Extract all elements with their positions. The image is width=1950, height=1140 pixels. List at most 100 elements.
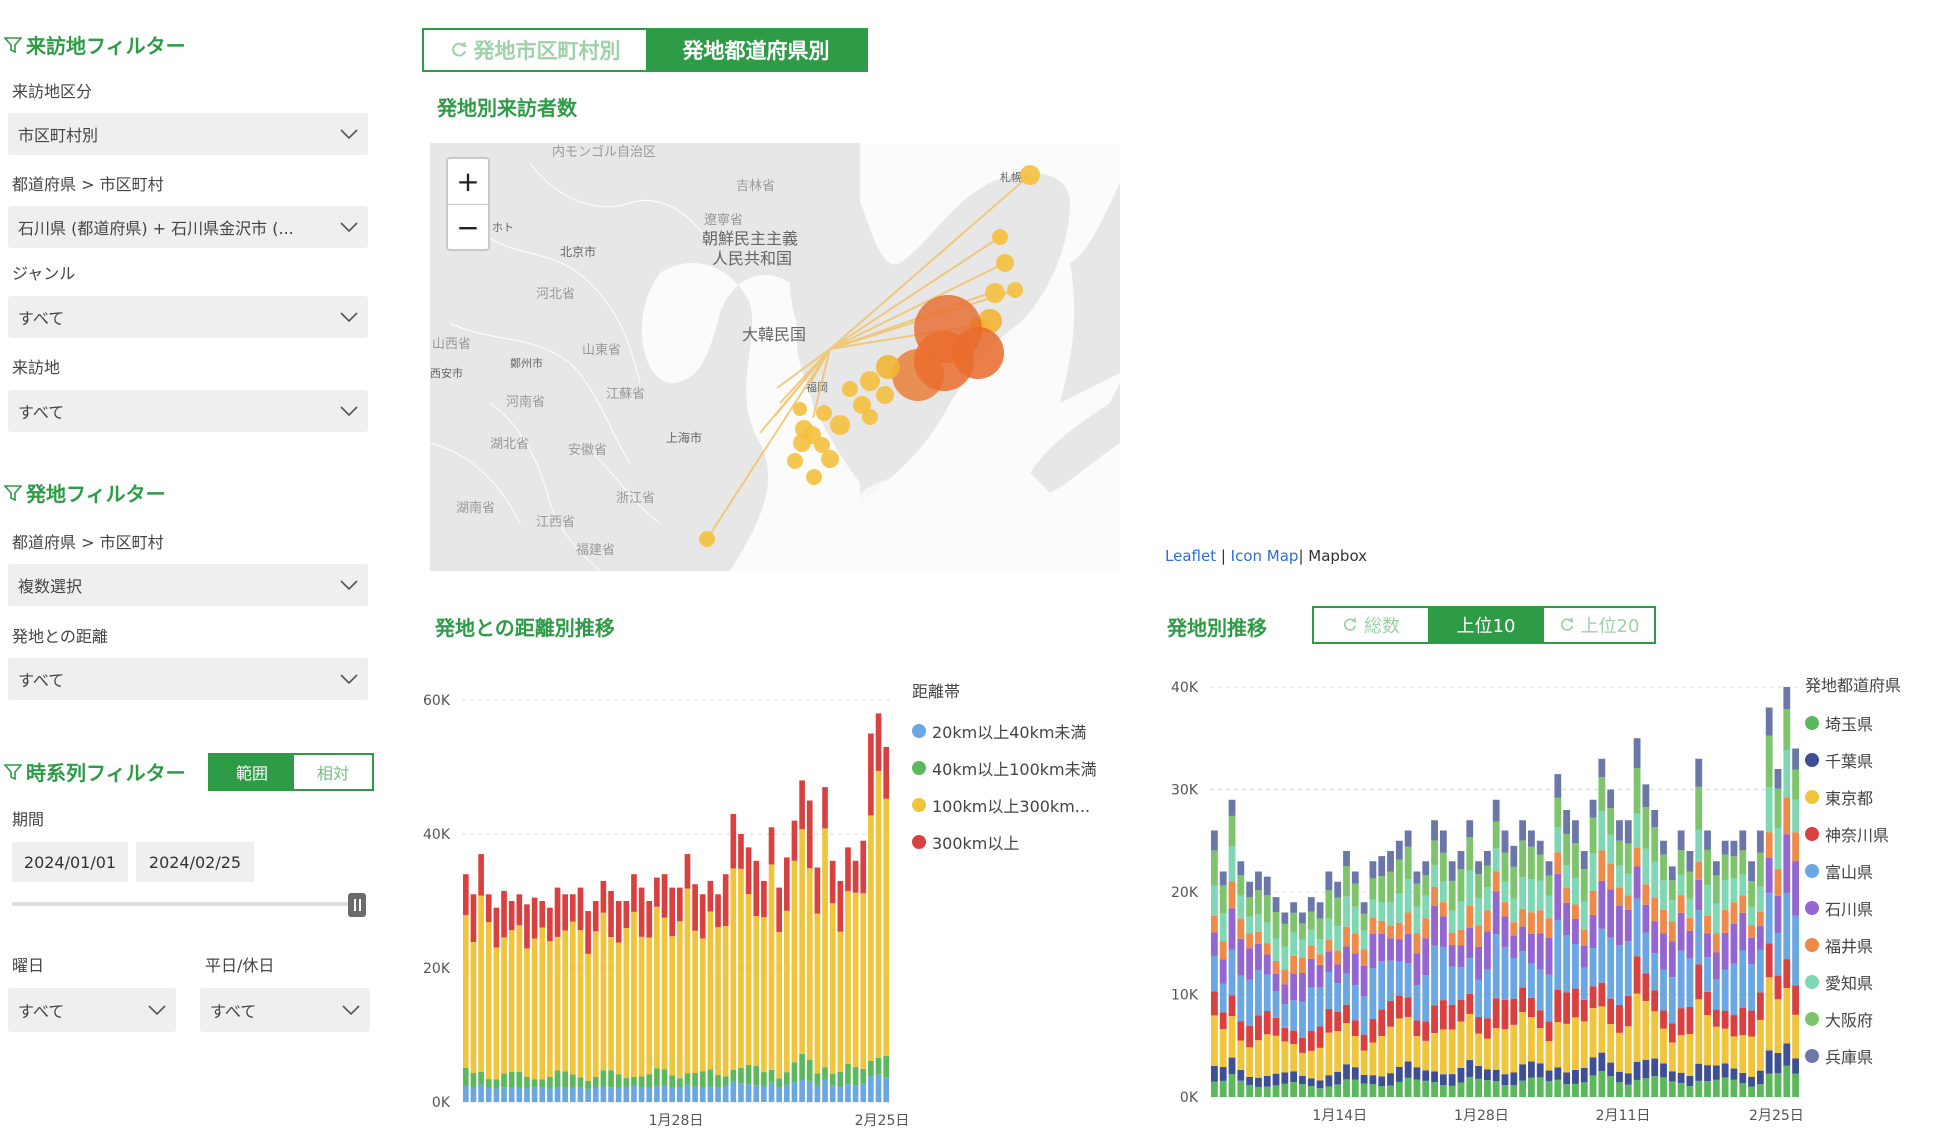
bar-stack[interactable] [1219,871,1227,1098]
bar-stack[interactable] [501,890,507,1102]
origin-legend-item[interactable]: 大阪府 [1805,1000,1901,1037]
bar-stack[interactable] [638,887,645,1102]
bar-stack[interactable] [1642,784,1650,1097]
bar-stack[interactable] [531,897,538,1102]
bar-stack[interactable] [837,880,844,1102]
bar-stack[interactable] [547,907,553,1102]
origin-legend-item[interactable]: 兵庫県 [1805,1037,1901,1074]
tab-total[interactable]: 総数 [1314,608,1428,642]
bar-stack[interactable] [1519,820,1527,1097]
bar-stack[interactable] [1624,820,1632,1097]
tab-top10[interactable]: 上位10 [1428,608,1544,642]
bar-stack[interactable] [1325,871,1333,1098]
bar-stack[interactable] [470,894,477,1102]
bar-stack[interactable] [646,901,653,1102]
origin-legend-item[interactable]: 埼玉県 [1805,704,1901,741]
bar-stack[interactable] [585,911,591,1102]
bar-stack[interactable] [1545,861,1553,1097]
bar-stack[interactable] [1748,861,1755,1097]
bar-stack[interactable] [1378,856,1386,1097]
bar-stack[interactable] [684,854,691,1102]
visit-place-dropdown[interactable]: すべて [8,390,368,432]
bar-stack[interactable] [1483,851,1491,1097]
bar-stack[interactable] [1721,840,1729,1097]
tab-city[interactable]: 発地市区町村別 [424,30,646,70]
tab-top20[interactable]: 上位20 [1544,608,1654,642]
bar-stack[interactable] [1660,840,1667,1097]
distance-legend-item[interactable]: 300km以上 [912,823,1097,860]
bar-stack[interactable] [508,901,515,1102]
bar-stack[interactable] [768,827,775,1102]
bar-stack[interactable] [562,894,568,1102]
distance-legend-item[interactable]: 20km以上40km未満 [912,712,1097,749]
visit-pref-city-dropdown[interactable]: 石川県 (都道府県) + 石川県金沢市 (... [8,206,368,248]
bar-stack[interactable] [570,894,576,1102]
bar-stack[interactable] [577,887,584,1102]
bar-stack[interactable] [654,877,660,1102]
bar-stack[interactable] [1580,851,1588,1097]
bar-stack[interactable] [761,880,767,1102]
zoom-out-button[interactable]: − [456,211,480,244]
bar-stack[interactable] [1395,840,1403,1097]
bar-stack[interactable] [1765,707,1773,1098]
bar-stack[interactable] [539,901,546,1102]
bar-stack[interactable] [1598,758,1606,1097]
bar-stack[interactable] [1589,799,1597,1097]
bar-stack[interactable] [1501,830,1509,1098]
bar-stack[interactable] [1246,881,1254,1097]
bar-stack[interactable] [1439,830,1447,1098]
bar-stack[interactable] [1413,871,1421,1098]
holiday-dropdown[interactable]: すべて [200,988,370,1032]
bar-stack[interactable] [1739,830,1747,1098]
date-start-input[interactable]: 2024/01/01 [12,842,128,882]
bar-stack[interactable] [1792,748,1799,1098]
date-end-input[interactable]: 2024/02/25 [136,842,254,882]
bar-stack[interactable] [608,890,614,1102]
bar-stack[interactable] [463,874,469,1102]
origin-legend-item[interactable]: 神奈川県 [1805,815,1901,852]
bar-stack[interactable] [707,880,714,1102]
origin-legend-item[interactable]: 東京都 [1805,778,1901,815]
bar-stack[interactable] [715,894,721,1102]
origin-legend-item[interactable]: 愛知県 [1805,963,1901,1000]
distance-legend-item[interactable]: 100km以上300km... [912,786,1097,823]
bar-stack[interactable] [1448,861,1456,1097]
bar-stack[interactable] [1774,769,1782,1097]
distance-legend-item[interactable]: 40km以上100km未満 [912,749,1097,786]
bar-stack[interactable] [1316,902,1324,1097]
zoom-in-button[interactable]: + [448,159,488,205]
bar-stack[interactable] [860,840,867,1102]
bar-stack[interactable] [1730,840,1738,1097]
bar-stack[interactable] [1572,820,1579,1097]
bar-stack[interactable] [799,780,805,1102]
bar-stack[interactable] [1633,738,1641,1097]
bar-stack[interactable] [493,907,500,1102]
bar-stack[interactable] [875,713,882,1102]
visit-area-dropdown[interactable]: 市区町村別 [8,113,368,155]
bar-stack[interactable] [814,867,821,1103]
origin-pref-city-dropdown[interactable]: 複数選択 [8,564,368,606]
bar-stack[interactable] [845,847,851,1102]
bar-stack[interactable] [1510,845,1518,1097]
bar-stack[interactable] [1616,820,1623,1097]
bar-stack[interactable] [1475,861,1482,1097]
bar-stack[interactable] [677,887,683,1102]
period-slider-handle[interactable] [348,893,366,917]
bar-stack[interactable] [1369,861,1377,1097]
bar-stack[interactable] [516,894,523,1102]
bar-stack[interactable] [753,860,760,1102]
bar-stack[interactable] [868,733,874,1103]
bar-stack[interactable] [1783,687,1791,1097]
distance-dropdown[interactable]: すべて [8,658,368,700]
bar-stack[interactable] [738,834,744,1102]
bar-stack[interactable] [1704,830,1711,1098]
bar-stack[interactable] [1677,830,1685,1098]
bar-stack[interactable] [661,874,668,1102]
bar-stack[interactable] [1263,876,1271,1097]
bar-stack[interactable] [1299,912,1306,1098]
bar-stack[interactable] [745,847,752,1102]
origin-legend-item[interactable]: 福井県 [1805,926,1901,963]
weekday-dropdown[interactable]: すべて [8,988,176,1032]
tab-pref[interactable]: 発地都道府県別 [646,30,866,70]
bar-stack[interactable] [631,874,637,1102]
